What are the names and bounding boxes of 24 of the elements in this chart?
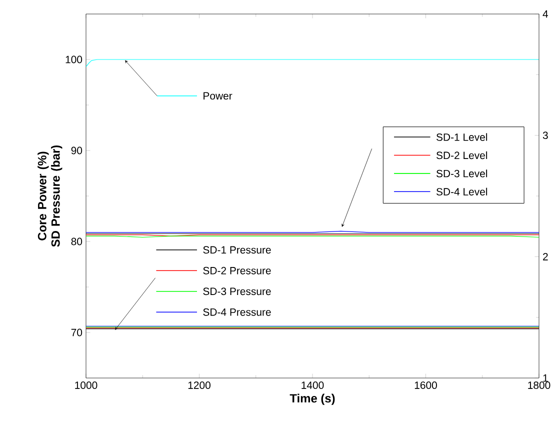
x-tick-label: 1000 (75, 382, 98, 389)
y-tick-label: 70 (71, 328, 82, 336)
legend-label: SD-1 Pressure (203, 246, 271, 254)
legend-label: SD-2 Pressure (203, 266, 271, 274)
x-tick-label: 1800 (528, 382, 550, 389)
legend-label: Power (204, 92, 232, 100)
legend-label: SD-4 Level (436, 188, 488, 196)
x-tick-label: 1400 (302, 382, 324, 389)
legend-label: SD-1 Level (436, 133, 488, 141)
legend-label: SD-3 Pressure (203, 288, 271, 296)
legend-label: SD-2 Level (436, 151, 488, 160)
legend-label: SD-3 Level (436, 170, 488, 178)
x-tick-label: 1200 (188, 382, 210, 389)
legend-label: SD-4 Pressure (203, 308, 271, 316)
y-tick-label: 90 (71, 146, 82, 154)
y-tick-label: 100 (66, 56, 82, 64)
y-axis-title: Core Power (%) SD Pressure (bar) (38, 145, 62, 247)
x-tick-label: 1600 (414, 382, 437, 389)
y-tick-label: 80 (71, 238, 82, 246)
y2-tick-label: 4 (542, 10, 548, 18)
y2-tick-label: 3 (542, 132, 548, 140)
y2-tick-label: 1 (543, 374, 548, 382)
x-axis-title: Time (s) (290, 394, 335, 405)
y2-tick-label: 2 (543, 253, 548, 260)
